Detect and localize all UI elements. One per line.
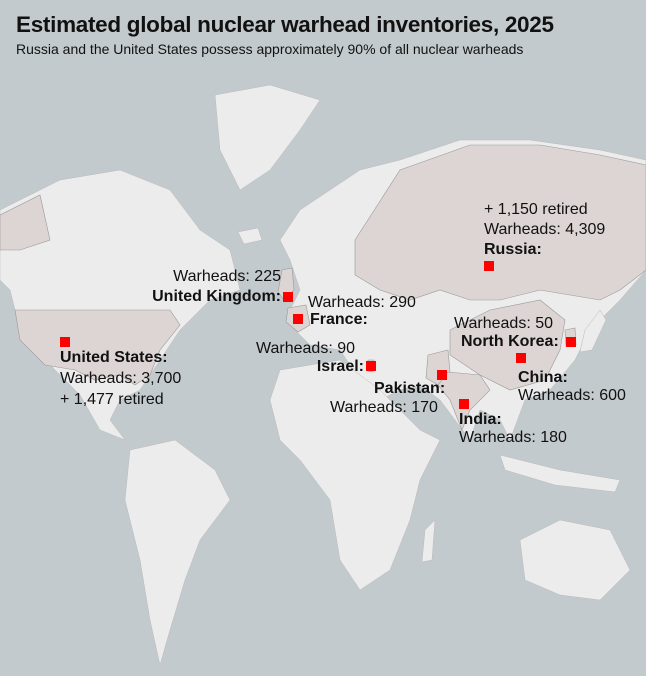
uk-name: United Kingdom: xyxy=(152,288,281,305)
russia-warheads: Warheads: 4,309 xyxy=(484,221,606,238)
france-marker xyxy=(293,314,303,324)
land-iceland xyxy=(237,227,263,245)
land-africa xyxy=(269,359,441,591)
france-name: France: xyxy=(310,311,368,328)
land-australia xyxy=(519,519,631,601)
china-marker xyxy=(516,353,526,363)
region-alaska xyxy=(0,194,51,251)
chart-subtitle: Russia and the United States possess app… xyxy=(16,41,524,57)
land-greenland xyxy=(214,84,321,191)
israel-marker xyxy=(366,361,376,371)
us-marker xyxy=(60,337,70,347)
india-warheads: Warheads: 180 xyxy=(459,429,567,446)
israel-warheads: Warheads: 90 xyxy=(256,340,356,357)
pakistan-marker xyxy=(437,370,447,380)
chart-title: Estimated global nuclear warhead invento… xyxy=(16,12,554,37)
uk-marker xyxy=(283,292,293,302)
north-korea-marker xyxy=(566,337,576,347)
land-japan xyxy=(579,309,607,353)
region-russia xyxy=(354,144,646,301)
russia-retired: + 1,150 retired xyxy=(484,201,588,218)
china-warheads: Warheads: 600 xyxy=(518,387,626,404)
china-name: China: xyxy=(518,369,568,386)
region-united-states xyxy=(14,309,181,386)
north-korea-name: North Korea: xyxy=(461,333,559,350)
land-indonesia xyxy=(499,454,621,493)
land-madagascar xyxy=(421,519,436,563)
india-marker xyxy=(459,399,469,409)
uk-warheads: Warheads: 225 xyxy=(173,268,281,285)
france-warheads: Warheads: 290 xyxy=(308,294,416,311)
us-name: United States: xyxy=(60,349,168,366)
north-korea-warheads: Warheads: 50 xyxy=(454,315,554,332)
pakistan-name: Pakistan: xyxy=(374,380,446,397)
russia-marker xyxy=(484,261,494,271)
region-china xyxy=(449,299,566,391)
pakistan-warheads: Warheads: 170 xyxy=(330,399,438,416)
russia-name: Russia: xyxy=(484,241,542,258)
land-south-america xyxy=(124,439,231,666)
us-warheads: Warheads: 3,700 xyxy=(60,370,182,387)
us-retired: + 1,477 retired xyxy=(60,391,164,408)
israel-name: Israel: xyxy=(316,358,364,375)
india-name: India: xyxy=(459,411,502,428)
